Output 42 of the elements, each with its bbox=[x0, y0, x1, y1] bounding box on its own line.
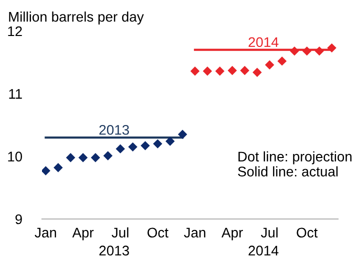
y-tick-label: 11 bbox=[9, 89, 22, 99]
point bbox=[228, 66, 237, 76]
point bbox=[178, 130, 188, 140]
point bbox=[290, 46, 300, 56]
point bbox=[153, 139, 162, 148]
x-tick-label: Oct bbox=[148, 228, 168, 238]
point bbox=[252, 68, 262, 77]
point bbox=[66, 152, 76, 162]
series-label: 2014 bbox=[248, 37, 278, 48]
point bbox=[240, 66, 250, 76]
y-tick-label: 12 bbox=[8, 26, 22, 36]
x-tick-label: Jan bbox=[184, 228, 206, 238]
text: 2013 bbox=[99, 246, 129, 256]
x-tick-label: Apr bbox=[72, 228, 94, 240]
x-tick-label: Jan bbox=[34, 228, 56, 238]
point bbox=[215, 66, 224, 76]
y-axis-title: Million barrels per day bbox=[9, 12, 144, 24]
point bbox=[78, 152, 88, 162]
x-tick-label: Jul bbox=[260, 227, 278, 238]
point bbox=[116, 144, 125, 154]
point bbox=[302, 46, 312, 56]
x-tick-label: Oct bbox=[296, 228, 318, 238]
point bbox=[128, 142, 138, 152]
point bbox=[42, 166, 50, 176]
point bbox=[54, 163, 63, 172]
y-tick-label: 10 bbox=[8, 152, 22, 162]
point bbox=[327, 43, 336, 53]
series-label: 2013 bbox=[99, 124, 129, 135]
y-tick-label: 9 bbox=[15, 214, 22, 224]
point bbox=[90, 152, 100, 162]
x-tick-label: Apr bbox=[222, 228, 243, 240]
point bbox=[165, 136, 175, 146]
point bbox=[264, 60, 274, 70]
text: 2014 bbox=[248, 246, 278, 256]
point bbox=[277, 56, 287, 66]
point bbox=[140, 141, 150, 150]
point bbox=[190, 66, 200, 76]
point bbox=[314, 46, 324, 56]
point bbox=[103, 151, 113, 160]
annotation: Dot line: projection Solid line: actual bbox=[238, 151, 352, 176]
x-tick-label: Jul bbox=[112, 227, 128, 238]
point bbox=[202, 66, 212, 76]
